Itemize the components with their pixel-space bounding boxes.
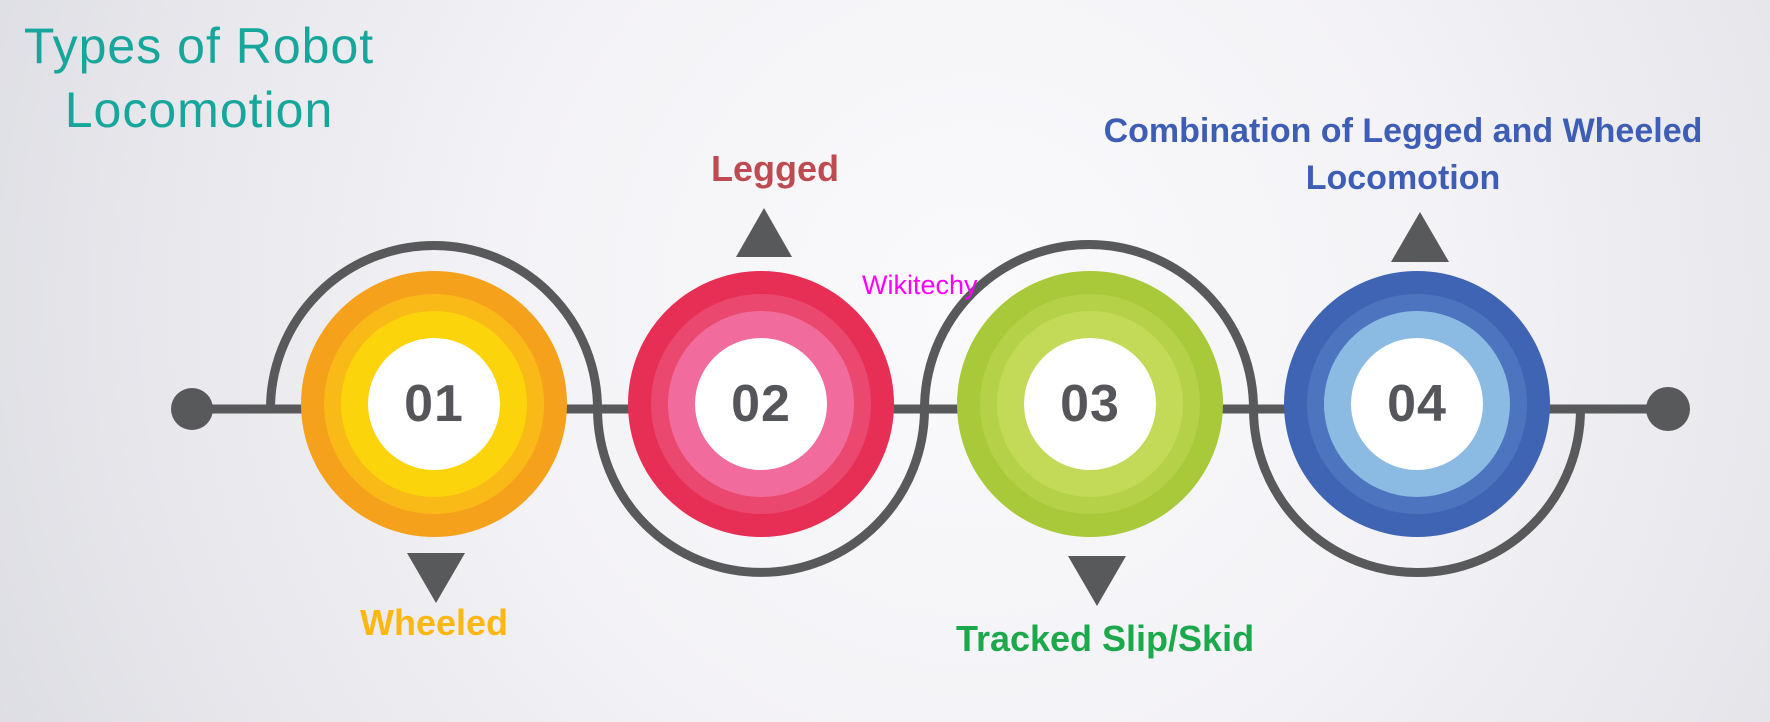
- step4-label-combination: Combination of Legged and Wheeled Locomo…: [1103, 112, 1703, 197]
- timeline-wave-line: [266, 240, 1585, 577]
- step-circle-01: 01: [301, 271, 567, 537]
- step2-core: 02: [695, 338, 827, 470]
- step1-core: 01: [368, 338, 500, 470]
- page-title-line2: Locomotion: [64, 82, 334, 138]
- step1-label-wheeled: Wheeled: [359, 602, 509, 643]
- triangle-up-icon-step2: [736, 208, 792, 257]
- step3-label-tracked-slip-skid: Tracked Slip/Skid: [955, 618, 1255, 659]
- step-circle-04: 04: [1284, 271, 1550, 537]
- triangle-down-icon-step3: [1068, 556, 1126, 606]
- watermark-wikitechy: Wikitechy: [862, 270, 978, 300]
- page-title: Types of Robot Locomotion: [8, 14, 390, 142]
- step4-number: 04: [1387, 375, 1447, 433]
- step3-core: 03: [1024, 338, 1156, 470]
- step3-number: 03: [1060, 375, 1120, 433]
- timeline-start-dot: [171, 388, 213, 430]
- step2-number: 02: [731, 375, 791, 433]
- step-circle-03: 03: [957, 271, 1223, 537]
- triangle-down-icon-step1: [407, 553, 465, 603]
- step-circle-02: 02: [628, 271, 894, 537]
- timeline-end-dot: [1646, 387, 1690, 431]
- step4-core: 04: [1351, 338, 1483, 470]
- step1-number: 01: [404, 375, 464, 433]
- page-title-line1: Types of Robot: [23, 18, 375, 74]
- triangle-up-icon-step4: [1391, 212, 1449, 262]
- step2-label-legged: Legged: [710, 148, 839, 189]
